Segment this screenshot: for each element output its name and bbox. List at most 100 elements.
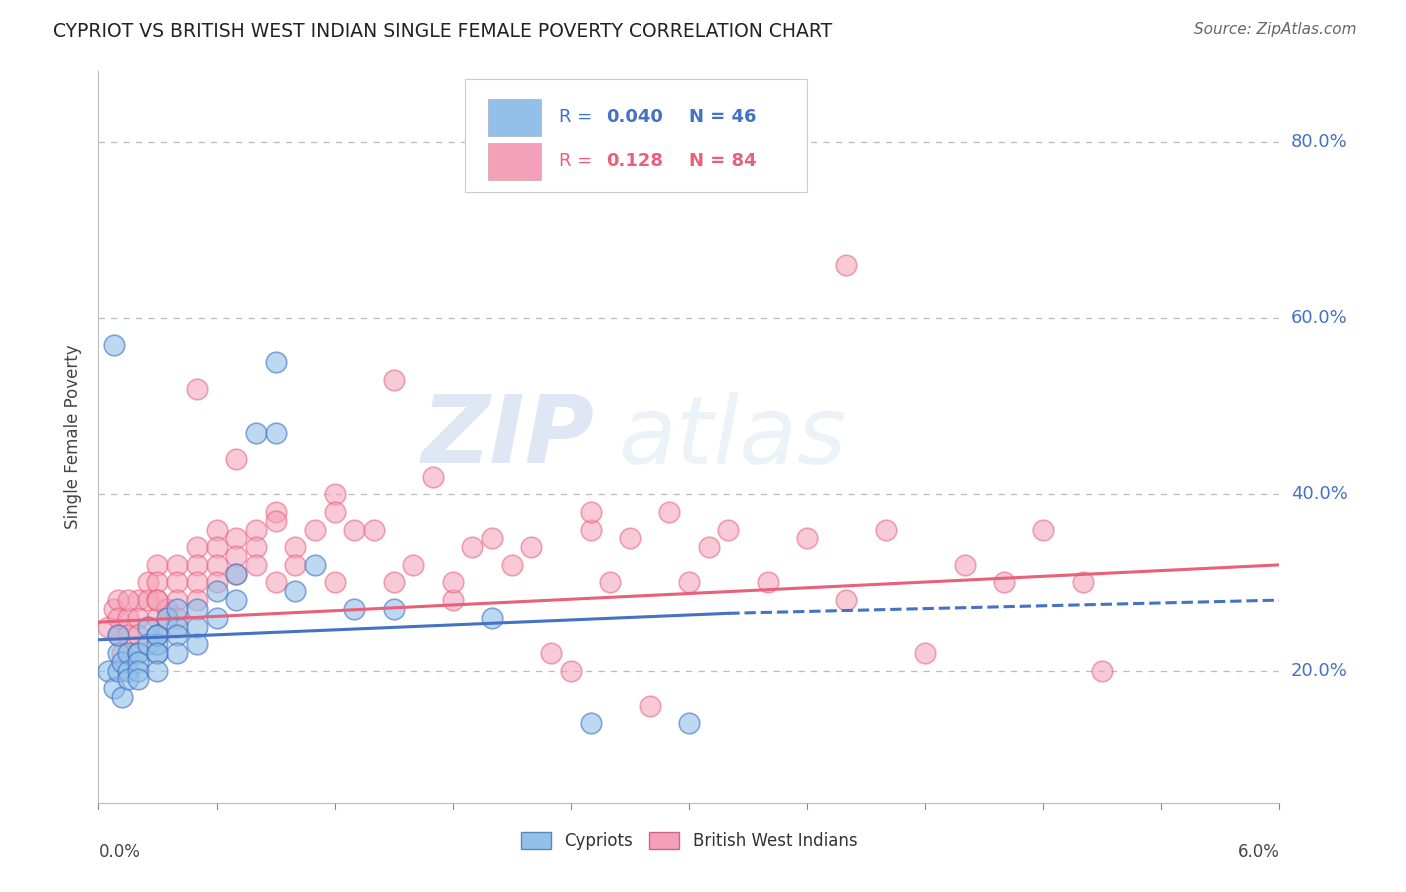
Text: N = 84: N = 84 xyxy=(689,153,756,170)
Text: Source: ZipAtlas.com: Source: ZipAtlas.com xyxy=(1194,22,1357,37)
Point xyxy=(103,681,125,696)
Y-axis label: Single Female Poverty: Single Female Poverty xyxy=(65,345,83,529)
Point xyxy=(166,619,188,633)
Point xyxy=(422,469,444,483)
Point xyxy=(501,558,523,572)
Point xyxy=(343,523,366,537)
Point xyxy=(245,523,267,537)
Point xyxy=(579,505,602,519)
Text: R =: R = xyxy=(560,153,603,170)
Point xyxy=(107,664,129,678)
Point xyxy=(225,452,247,467)
Text: atlas: atlas xyxy=(619,392,846,483)
Point xyxy=(225,532,247,546)
Text: R =: R = xyxy=(560,109,598,127)
Point xyxy=(402,558,425,572)
Text: 20.0%: 20.0% xyxy=(1291,662,1347,680)
Point xyxy=(166,628,188,642)
Point xyxy=(156,611,179,625)
Point xyxy=(205,611,228,625)
Point xyxy=(245,425,267,440)
Point xyxy=(363,523,385,537)
Point xyxy=(166,575,188,590)
Text: 40.0%: 40.0% xyxy=(1291,485,1347,503)
Point xyxy=(146,628,169,642)
Point xyxy=(146,628,169,642)
FancyBboxPatch shape xyxy=(464,78,807,192)
Point xyxy=(658,505,681,519)
Point xyxy=(382,575,405,590)
Point xyxy=(127,664,149,678)
Point xyxy=(146,611,169,625)
Point xyxy=(875,523,897,537)
Point xyxy=(146,558,169,572)
Point xyxy=(117,646,139,660)
Point xyxy=(520,540,543,554)
Point xyxy=(461,540,484,554)
Point xyxy=(186,575,208,590)
Point xyxy=(146,637,169,651)
Text: 60.0%: 60.0% xyxy=(1291,310,1347,327)
Text: 0.128: 0.128 xyxy=(606,153,664,170)
Point xyxy=(146,664,169,678)
Text: ZIP: ZIP xyxy=(422,391,595,483)
Point xyxy=(560,664,582,678)
Point xyxy=(107,593,129,607)
Point xyxy=(382,602,405,616)
Legend: Cypriots, British West Indians: Cypriots, British West Indians xyxy=(515,825,863,856)
Point xyxy=(156,602,179,616)
Point xyxy=(599,575,621,590)
Point xyxy=(323,505,346,519)
Point xyxy=(146,575,169,590)
Point xyxy=(304,558,326,572)
Text: N = 46: N = 46 xyxy=(689,109,756,127)
Point xyxy=(117,628,139,642)
Point xyxy=(225,549,247,563)
Point xyxy=(186,637,208,651)
Point xyxy=(756,575,779,590)
Point xyxy=(540,646,562,660)
Point xyxy=(186,619,208,633)
Point xyxy=(343,602,366,616)
Point xyxy=(993,575,1015,590)
Bar xyxy=(488,99,541,136)
Point xyxy=(796,532,818,546)
Point xyxy=(107,628,129,642)
Point xyxy=(697,540,720,554)
Point xyxy=(97,619,120,633)
Point xyxy=(186,382,208,396)
Point xyxy=(127,593,149,607)
Point xyxy=(678,575,700,590)
Point xyxy=(146,646,169,660)
Point xyxy=(117,664,139,678)
Bar xyxy=(488,143,541,179)
Point xyxy=(441,575,464,590)
Point xyxy=(166,646,188,660)
Point xyxy=(186,540,208,554)
Point xyxy=(205,558,228,572)
Point xyxy=(117,611,139,625)
Point xyxy=(127,646,149,660)
Point xyxy=(103,337,125,351)
Text: CYPRIOT VS BRITISH WEST INDIAN SINGLE FEMALE POVERTY CORRELATION CHART: CYPRIOT VS BRITISH WEST INDIAN SINGLE FE… xyxy=(53,22,832,41)
Point xyxy=(146,593,169,607)
Point xyxy=(953,558,976,572)
Point xyxy=(264,575,287,590)
Point xyxy=(284,540,307,554)
Point xyxy=(717,523,740,537)
Point xyxy=(323,487,346,501)
Point xyxy=(284,584,307,599)
Text: 0.0%: 0.0% xyxy=(98,843,141,861)
Point xyxy=(136,637,159,651)
Point xyxy=(186,602,208,616)
Point xyxy=(225,566,247,581)
Point xyxy=(264,514,287,528)
Text: 6.0%: 6.0% xyxy=(1237,843,1279,861)
Point xyxy=(1091,664,1114,678)
Point xyxy=(205,523,228,537)
Text: 80.0%: 80.0% xyxy=(1291,133,1347,151)
Point xyxy=(382,373,405,387)
Point xyxy=(245,558,267,572)
Point xyxy=(146,646,169,660)
Point xyxy=(107,628,129,642)
